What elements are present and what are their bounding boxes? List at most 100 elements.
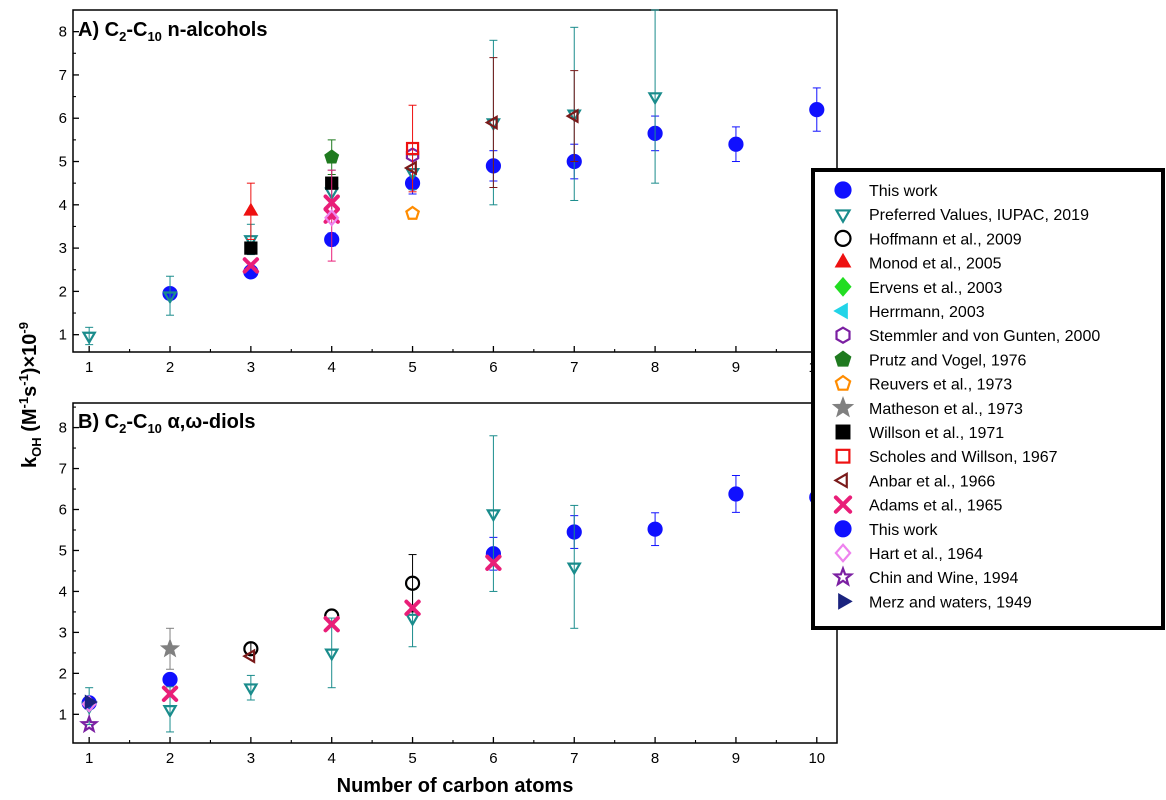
legend-label: Herrmann, 2003 <box>869 304 985 321</box>
legend-item-anbar-et-al-1966: Anbar et al., 1966 <box>833 471 995 490</box>
y-tick-label-a-5: 5 <box>59 154 67 171</box>
x-tick-label-b-5: 5 <box>408 750 416 767</box>
legend-marker-stemmler-and-von-gunten-2000 <box>835 326 851 344</box>
legend-item-chin-and-wine-1994: Chin and Wine, 1994 <box>831 565 1019 587</box>
this-work-point-b-5 <box>728 486 744 502</box>
legend-marker-this-work <box>834 520 852 538</box>
x-tick-label-a-6: 6 <box>489 359 497 376</box>
legend-label: Anbar et al., 1966 <box>869 473 995 490</box>
this-work-point-b-1 <box>162 671 178 688</box>
legend-box <box>811 168 1165 630</box>
y-tick-label-a-6: 6 <box>59 110 67 127</box>
legend-label: Stemmler and von Gunten, 2000 <box>869 328 1100 345</box>
anbar-et-al-1966-point-a-0 <box>403 160 417 176</box>
y-tick-label-a-8: 8 <box>59 24 67 41</box>
this-work-point-a-8 <box>809 101 825 118</box>
merz-and-waters-1949-point-b-0 <box>84 694 98 710</box>
anbar-et-al-1966-point-a-1 <box>484 115 498 131</box>
legend-marker-chin-and-wine-1994 <box>831 565 855 587</box>
y-tick-label-a-4: 4 <box>59 197 67 214</box>
preferred-values-iupac-2019-point-b-6 <box>566 562 582 576</box>
scholes-and-willson-1967-point-a-0 <box>405 141 420 156</box>
legend-label: Reuvers et al., 1973 <box>869 377 1012 394</box>
x-tick-label-b-10: 10 <box>808 750 825 767</box>
legend-item-stemmler-and-von-gunten-2000: Stemmler and von Gunten, 2000 <box>835 326 1100 345</box>
legend-item-preferred-values-iupac-2019: Preferred Values, IUPAC, 2019 <box>834 207 1089 224</box>
legend-label: Merz and waters, 1949 <box>869 594 1032 611</box>
legend-marker-monod-et-al-2005 <box>834 252 852 268</box>
prutz-and-vogel-1976-point-a-0 <box>324 149 340 164</box>
x-tick-label-a-7: 7 <box>570 359 578 376</box>
panel-a-plot-frame <box>72 9 838 353</box>
legend-marker-preferred-values-iupac-2019 <box>834 209 852 224</box>
legend-marker-this-work <box>834 181 852 199</box>
preferred-values-iupac-2019-point-a-0 <box>81 331 97 345</box>
legend-marker-prutz-and-vogel-1976 <box>834 350 852 367</box>
preferred-values-iupac-2019-point-b-2 <box>243 683 259 697</box>
hart-et-al-1964-point-a-0 <box>324 208 340 227</box>
legend-marker-anbar-et-al-1966 <box>833 471 848 489</box>
legend-item-adams-et-al-1965: Adams et al., 1965 <box>833 495 1003 515</box>
x-tick-label-a-8: 8 <box>651 359 659 376</box>
this-work-point-a-7 <box>728 136 744 152</box>
anbar-et-al-1966-point-a-1-errorbar <box>489 57 498 188</box>
legend-label: Chin and Wine, 1994 <box>869 570 1019 587</box>
x-tick-label-a-4: 4 <box>328 359 336 376</box>
panel-b-title: B) C2-C10 α,ω-diols <box>78 411 256 436</box>
panel-b-points <box>79 435 825 734</box>
legend-item-matheson-et-al-1973: Matheson et al., 1973 <box>831 396 1023 418</box>
anbar-et-al-1966-point-b-0 <box>242 648 256 664</box>
preferred-values-iupac-2019-point-b-4 <box>405 613 421 627</box>
x-tick-label-b-1: 1 <box>85 750 93 767</box>
y-tick-label-b-4: 4 <box>59 583 67 600</box>
preferred-values-iupac-2019-point-b-3-errorbar <box>327 617 336 689</box>
preferred-values-iupac-2019-point-b-1 <box>162 705 178 719</box>
y-tick-label-b-6: 6 <box>59 502 67 519</box>
preferred-values-iupac-2019-point-b-6-errorbar <box>570 504 579 629</box>
legend-label: Hart et al., 1964 <box>869 546 983 563</box>
panel-a-points <box>81 9 825 346</box>
x-tick-label-a-9: 9 <box>732 359 740 376</box>
legend-item-monod-et-al-2005: Monod et al., 2005 <box>834 252 1002 273</box>
legend-marker-willson-et-al-1971 <box>835 424 851 440</box>
preferred-values-iupac-2019-point-a-7 <box>647 92 663 106</box>
y-tick-label-a-7: 7 <box>59 67 67 84</box>
legend: This work Preferred Values, IUPAC, 2019 Ho… <box>811 168 1165 630</box>
legend-marker-herrmann-2003 <box>833 302 848 320</box>
anbar-et-al-1966-point-a-2 <box>565 108 579 124</box>
legend-item-prutz-and-vogel-1976: Prutz and Vogel, 1976 <box>834 350 1027 369</box>
legend-item-herrmann-2003: Herrmann, 2003 <box>833 302 985 321</box>
x-tick-label-b-7: 7 <box>570 750 578 767</box>
legend-marker-merz-and-waters-1949 <box>838 592 853 610</box>
y-tick-label-b-1: 1 <box>59 706 67 723</box>
preferred-values-iupac-2019-point-a-7-errorbar <box>651 9 660 184</box>
legend-label: Hoffmann et al., 2009 <box>869 231 1022 248</box>
reuvers-et-al-1973-point-a-0 <box>405 205 421 220</box>
y-tick-label-b-2: 2 <box>59 665 67 682</box>
y-tick-label-b-7: 7 <box>59 461 67 478</box>
y-tick-label-a-1: 1 <box>59 327 67 344</box>
adams-et-al-1965-point-b-0 <box>161 685 179 703</box>
x-tick-label-a-3: 3 <box>247 359 255 376</box>
legend-item-merz-and-waters-1949: Merz and waters, 1949 <box>838 592 1032 611</box>
legend-label: This work <box>869 522 938 539</box>
legend-label: Prutz and Vogel, 1976 <box>869 352 1027 369</box>
legend-item-this-work: This work <box>834 520 938 539</box>
panel-b-plot-frame <box>72 402 838 744</box>
legend-label: Ervens et al., 2003 <box>869 280 1003 297</box>
adams-et-al-1965-point-b-1 <box>323 616 340 633</box>
panel-a-title: A) C2-C10 n-alcohols <box>78 19 268 44</box>
legend-item-hart-et-al-1964: Hart et al., 1964 <box>834 543 983 563</box>
hoffmann-et-al-2009-point-b-2 <box>404 575 421 591</box>
legend-label: Monod et al., 2005 <box>869 256 1002 273</box>
legend-marker-reuvers-et-al-1973 <box>834 374 852 391</box>
y-tick-label-b-3: 3 <box>59 624 67 641</box>
legend-label: This work <box>869 183 938 200</box>
hoffmann-et-al-2009-point-b-0 <box>243 641 259 657</box>
legend-item-ervens-et-al-2003: Ervens et al., 2003 <box>834 276 1003 297</box>
legend-label: Willson et al., 1971 <box>869 425 1004 442</box>
preferred-values-iupac-2019-point-b-5 <box>485 509 501 523</box>
adams-et-al-1965-point-b-3 <box>485 554 502 571</box>
